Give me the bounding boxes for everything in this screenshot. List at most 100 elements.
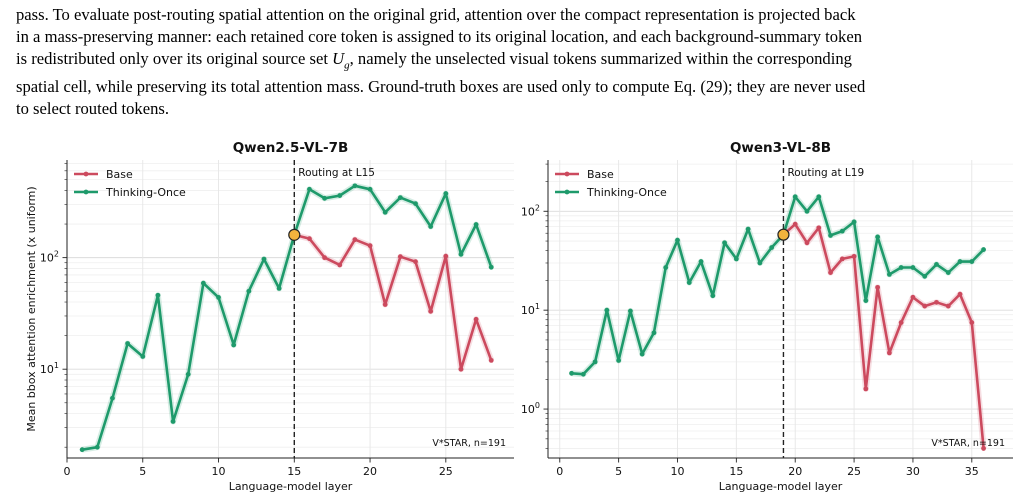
- data-point: [675, 237, 680, 243]
- legend-label: Thinking-Once: [586, 186, 667, 199]
- chart-title: Qwen2.5-VL-7B: [233, 140, 349, 156]
- series-line-base: [293, 233, 493, 371]
- series-line-thinking-once: [81, 184, 493, 451]
- data-point: [851, 219, 857, 225]
- plot-area: [79, 182, 495, 453]
- data-point: [839, 256, 845, 262]
- data-point: [957, 291, 963, 297]
- y-tick-label: 101: [40, 361, 59, 376]
- data-point: [898, 265, 904, 270]
- y-tick-label: 100: [521, 401, 540, 416]
- data-point: [443, 191, 449, 196]
- x-tick-label: 5: [139, 465, 146, 478]
- annotation-text: V*STAR, n=191: [432, 438, 506, 449]
- legend-label: Base: [106, 168, 133, 181]
- y-tick-label: 102: [521, 203, 540, 218]
- data-point: [863, 298, 869, 303]
- chart-title: Qwen3-VL-8B: [730, 140, 831, 156]
- x-tick-label: 15: [729, 465, 743, 478]
- data-point: [769, 245, 775, 250]
- data-point: [898, 320, 904, 325]
- data-point: [322, 255, 327, 261]
- data-point: [945, 303, 951, 309]
- routing-label: Routing at L19: [787, 167, 864, 179]
- chart-panel-1: 101 102 0 5 10 15 20 25 Routing at L15 Qwen2.5-VL…: [25, 140, 514, 493]
- paragraph-line: pass. To evaluate post-routing spatial a…: [16, 5, 856, 24]
- routing-label: Routing at L15: [298, 167, 375, 179]
- data-point: [934, 299, 939, 305]
- paragraph-line: to select routed tokens.: [16, 99, 169, 119]
- data-point: [185, 371, 191, 377]
- data-point: [413, 201, 418, 206]
- y-tick-label: 102: [40, 250, 59, 265]
- data-point: [216, 295, 221, 300]
- legend-marker: [564, 189, 570, 195]
- chart-panel-2: 100 101 102 0 5 10 15 20 25 30 35 Routing at L19 Qwe…: [521, 140, 1013, 493]
- data-point: [140, 354, 146, 359]
- x-tick-label: 35: [965, 465, 979, 478]
- data-point: [957, 259, 963, 264]
- data-point: [828, 270, 833, 275]
- legend-marker: [83, 189, 89, 195]
- paragraph-line: is redistributed only over its original …: [16, 48, 1010, 76]
- data-point: [443, 253, 449, 259]
- data-point: [722, 240, 727, 246]
- math-symbol: U: [332, 49, 345, 68]
- data-point: [710, 293, 716, 299]
- x-tick-label: 30: [906, 465, 920, 478]
- x-tick-label: 15: [287, 465, 301, 478]
- data-point: [628, 308, 633, 314]
- plot-area: [569, 193, 987, 451]
- data-point: [397, 195, 403, 201]
- paragraph-line: in a mass-preserving manner: each retain…: [16, 27, 863, 46]
- data-point: [352, 237, 358, 243]
- x-tick-label: 20: [788, 465, 802, 478]
- data-point: [804, 240, 810, 246]
- data-point: [886, 271, 892, 277]
- legend-marker: [83, 171, 89, 177]
- data-point: [246, 288, 252, 294]
- data-point: [616, 358, 622, 363]
- data-point: [155, 292, 161, 298]
- x-tick-label: 10: [212, 465, 226, 478]
- data-point: [745, 226, 751, 232]
- legend-label: Base: [587, 168, 614, 181]
- data-point: [367, 186, 373, 192]
- math-subscript: g: [344, 59, 350, 72]
- data-point: [488, 357, 494, 363]
- data-point: [322, 195, 327, 201]
- data-point: [367, 243, 373, 249]
- data-point: [337, 193, 343, 198]
- data-point: [382, 302, 388, 307]
- data-point: [875, 234, 881, 240]
- x-tick-label: 10: [670, 465, 684, 478]
- x-axis-label: Language-model layer: [229, 480, 353, 493]
- data-point: [816, 194, 822, 200]
- data-point: [231, 342, 237, 348]
- data-point: [580, 371, 586, 377]
- data-point: [816, 225, 822, 231]
- data-point: [851, 253, 857, 259]
- data-point: [428, 224, 434, 229]
- data-point: [382, 209, 388, 215]
- data-point: [79, 447, 85, 453]
- data-point: [397, 254, 403, 260]
- data-point: [337, 262, 343, 268]
- data-point: [863, 386, 869, 392]
- data-point: [663, 265, 669, 270]
- data-point: [458, 366, 464, 372]
- data-point: [922, 273, 928, 279]
- data-point: [839, 228, 845, 234]
- data-point: [934, 262, 939, 267]
- data-point: [910, 294, 916, 300]
- series-line-thinking-once: [571, 195, 985, 376]
- data-point: [307, 236, 312, 242]
- data-point: [488, 264, 494, 270]
- routing-marker: [288, 228, 301, 241]
- x-tick-label: 0: [64, 465, 71, 478]
- data-point: [886, 350, 892, 356]
- data-point: [969, 320, 975, 325]
- data-point: [792, 221, 798, 227]
- x-tick-label: 5: [615, 465, 622, 478]
- data-point: [352, 183, 358, 189]
